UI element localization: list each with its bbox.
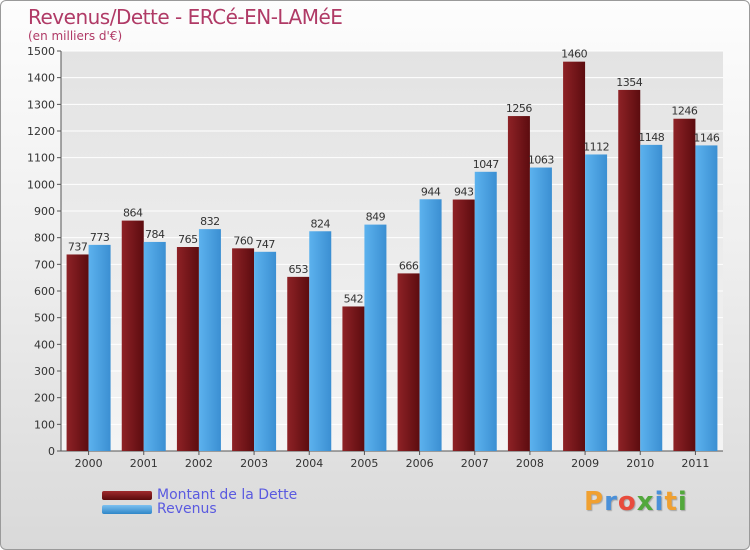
bar-revenus [585,154,608,451]
y-tick-label: 0 [48,445,55,458]
data-label: 773 [90,231,110,244]
data-label: 1063 [528,154,554,167]
data-label: 832 [200,215,220,228]
bar-revenus [143,241,166,451]
data-label: 653 [289,263,309,276]
y-tick-label: 1000 [27,178,55,191]
bar-dette [176,247,199,451]
bar-dette [618,89,641,451]
data-label: 760 [233,234,253,247]
x-tick-label: 2000 [75,457,103,470]
x-tick-label: 2003 [240,457,268,470]
data-label: 1146 [693,131,719,144]
chart-title: Revenus/Dette - ERCé-EN-LAMéE [28,5,343,29]
bar-revenus [198,229,221,451]
data-label: 1256 [506,102,532,115]
bar-revenus [640,144,663,451]
logo-letter: i [654,487,665,517]
y-tick-label: 500 [34,312,55,325]
data-label: 1112 [583,140,609,153]
bar-dette [287,276,310,451]
bar-revenus [419,199,442,451]
legend-item-dette: Montant de la Dette [102,487,298,503]
bar-revenus [309,231,332,451]
legend-item-revenus: Revenus [102,501,217,517]
legend-swatch-revenus [102,504,152,514]
logo-letter: P [584,487,605,517]
data-label: 849 [366,211,386,224]
legend-label-revenus: Revenus [157,501,217,517]
y-tick-label: 1100 [27,152,55,165]
x-tick-label: 2009 [571,457,599,470]
data-label: 864 [123,207,143,220]
bar-dette [452,199,475,451]
x-tick-label: 2004 [295,457,323,470]
legend-swatch-dette [102,490,152,500]
bar-dette [563,61,586,452]
bar-revenus [695,145,718,451]
data-label: 1246 [671,105,697,118]
y-tick-label: 100 [34,418,55,431]
bar-dette [507,116,530,452]
data-label: 1148 [638,131,664,144]
x-tick-label: 2001 [130,457,158,470]
x-tick-label: 2010 [626,457,654,470]
data-label: 542 [344,292,364,305]
y-tick-label: 1300 [27,98,55,111]
x-tick-label: 2006 [406,457,434,470]
data-label: 1354 [616,76,642,89]
y-tick-label: 200 [34,392,55,405]
data-label: 747 [255,238,275,251]
x-tick-label: 2005 [350,457,378,470]
data-label: 784 [145,228,165,241]
x-tick-label: 2008 [516,457,544,470]
data-label: 824 [311,217,331,230]
logo-letter: o [617,487,637,517]
y-tick-label: 700 [34,258,55,271]
y-tick-label: 1200 [27,125,55,138]
y-tick-label: 1400 [27,72,55,85]
bar-dette [342,306,365,451]
data-label: 765 [178,233,198,246]
bar-revenus [364,224,387,451]
y-tick-label: 400 [34,338,55,351]
data-label: 1047 [473,158,499,171]
y-tick-label: 800 [34,232,55,245]
legend-label-dette: Montant de la Dette [157,487,298,503]
data-label: 737 [68,240,88,253]
logo-letter: i [677,487,688,517]
x-tick-label: 2007 [461,457,489,470]
bar-revenus [474,171,497,452]
logo-letter: x [636,487,655,517]
bar-dette [121,220,144,451]
y-tick-label: 600 [34,285,55,298]
bar-dette [397,273,420,451]
data-label: 943 [454,186,474,199]
data-label: 1460 [561,48,587,61]
logo-letter: r [604,487,618,517]
y-tick-label: 900 [34,205,55,218]
chart-subtitle: (en milliers d'€) [28,29,123,43]
y-tick-label: 1500 [27,45,55,58]
proxiti-logo: Proxiti [584,487,688,517]
data-label: 666 [399,259,419,272]
plot-area [61,51,723,451]
bar-revenus [254,251,277,451]
y-tick-label: 300 [34,365,55,378]
x-tick-label: 2011 [681,457,709,470]
bar-revenus [88,244,111,451]
bar-dette [673,118,696,451]
x-tick-label: 2002 [185,457,213,470]
bar-dette [232,248,255,451]
data-label: 944 [421,185,441,198]
logo-letter: t [664,487,678,517]
bar-dette [66,254,89,451]
bar-revenus [529,167,552,452]
